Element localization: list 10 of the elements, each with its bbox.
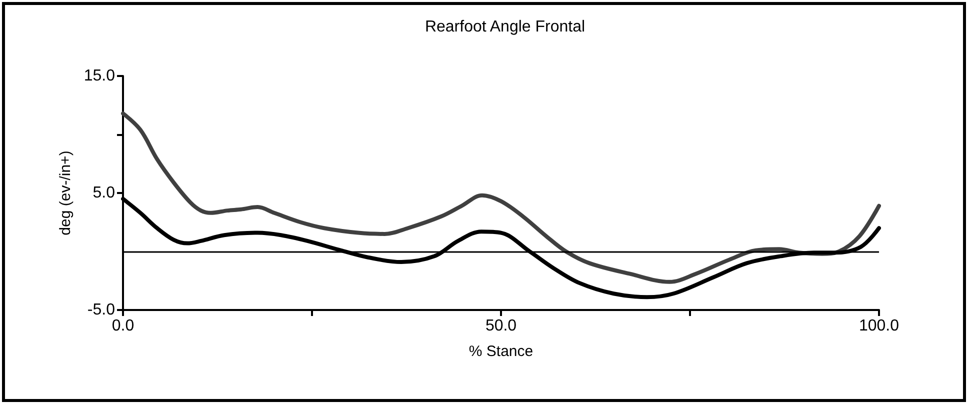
y-tick-label: -5.0	[87, 302, 116, 318]
y-tick-label: 15.0	[84, 68, 116, 84]
y-axis-title: deg (ev-/in+)	[56, 150, 74, 236]
x-tick-label: 100.0	[858, 318, 900, 334]
x-tick-label: 0.0	[112, 318, 134, 334]
chart-title: Rearfoot Angle Frontal	[424, 18, 586, 36]
x-tick-label: 50.0	[485, 318, 517, 334]
x-axis-title: % Stance	[468, 343, 534, 360]
y-tick-label: 5.0	[92, 184, 116, 202]
line-series	[121, 111, 881, 284]
